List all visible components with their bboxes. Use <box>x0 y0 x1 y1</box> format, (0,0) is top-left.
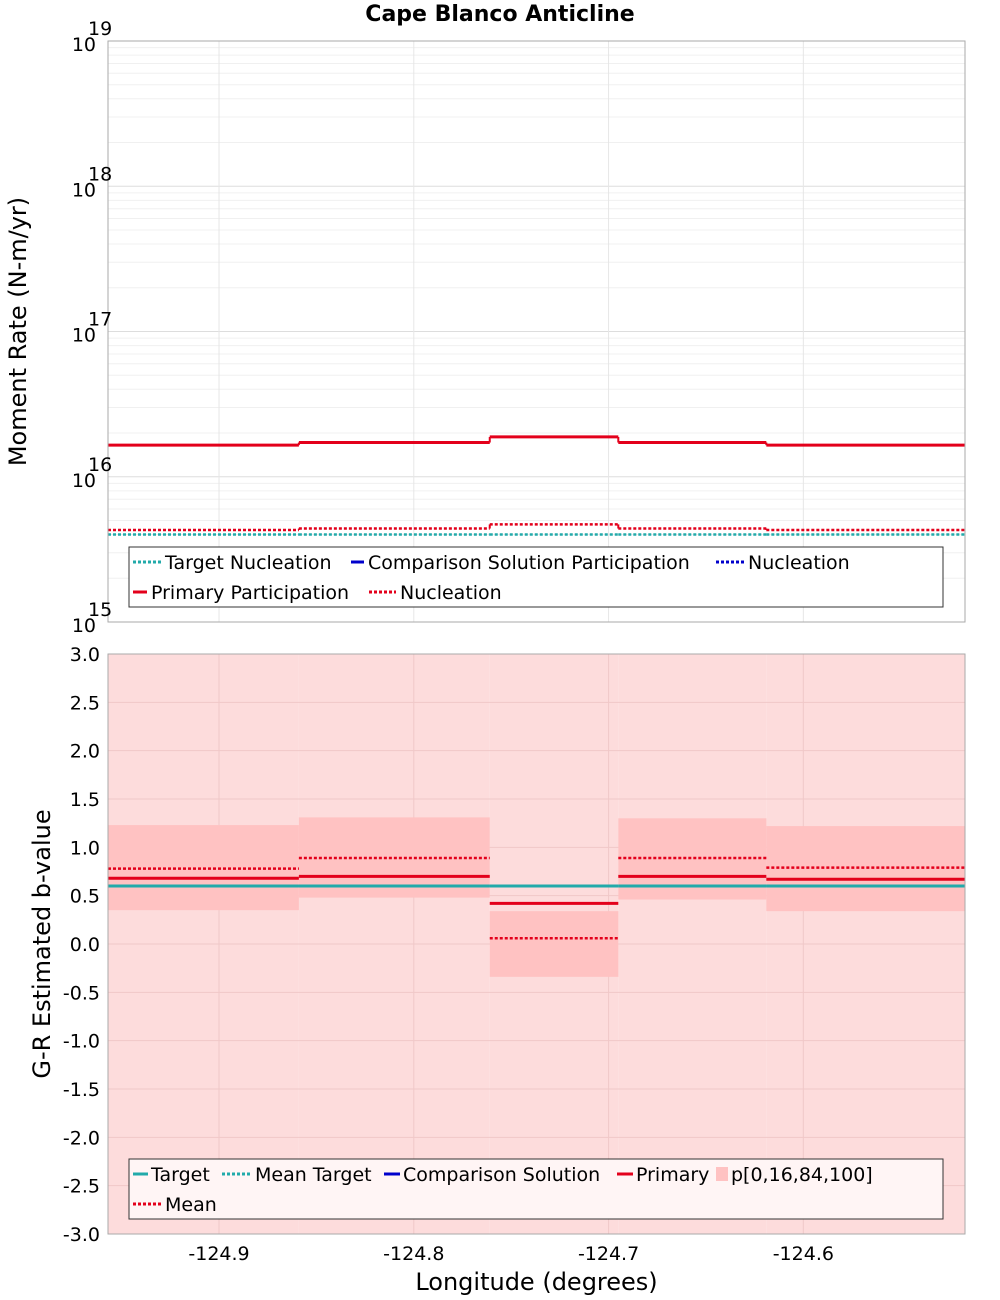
bottom-ytick-label: -2.5 <box>63 1176 100 1198</box>
bottom-legend-label: Mean Target <box>255 1164 372 1186</box>
top-ytick-exponent: 16 <box>88 454 112 476</box>
bottom-ytick-label: 1.0 <box>70 837 100 859</box>
bottom-ytick-label: -0.5 <box>63 982 100 1004</box>
bottom-plot-frame <box>107 653 966 1235</box>
b-value-inner-band <box>489 911 619 977</box>
xtick-label: -124.8 <box>383 1243 444 1265</box>
bottom-legend-label: Mean <box>165 1194 217 1216</box>
bottom-legend-label: p[0,16,84,100] <box>731 1164 873 1186</box>
bottom-ytick-label: 0.0 <box>70 934 100 956</box>
top-legend-label: Primary Participation <box>151 582 349 604</box>
bottom-ytick-label: 2.5 <box>70 692 100 714</box>
bottom-legend-label: Comparison Solution <box>403 1164 600 1186</box>
top-ytick-base: 10 <box>72 470 96 492</box>
bottom-ytick-label: 0.5 <box>70 886 100 908</box>
bottom-legend-swatch <box>716 1167 728 1181</box>
top-legend-label: Nucleation <box>400 582 502 604</box>
xtick-label: -124.7 <box>578 1243 639 1265</box>
bottom-legend-box <box>128 1158 944 1220</box>
top-ytick-exponent: 19 <box>88 18 112 40</box>
bottom-ytick-label: 1.5 <box>70 789 100 811</box>
top-ytick-exponent: 17 <box>88 309 112 331</box>
top-ytick-base: 10 <box>72 179 96 201</box>
bottom-ytick-label: -3.0 <box>63 1224 100 1246</box>
bottom-ytick-label: -2.0 <box>63 1127 100 1149</box>
top-ytick-base: 10 <box>72 34 96 56</box>
bottom-ytick-label: 3.0 <box>70 644 100 666</box>
bottom-ytick-label: -1.0 <box>63 1031 100 1053</box>
top-plot-frame <box>107 40 966 623</box>
bottom-ytick-label: -1.5 <box>63 1079 100 1101</box>
top-legend-label: Comparison Solution Participation <box>368 552 690 574</box>
x-axis-label: Longitude (degrees) <box>415 1268 657 1296</box>
top-ytick-base: 10 <box>72 615 96 637</box>
bottom-legend-label: Primary <box>636 1164 709 1186</box>
bottom-y-axis-label: G-R Estimated b-value <box>28 809 56 1078</box>
top-legend-box <box>128 546 944 608</box>
top-legend-label: Nucleation <box>748 552 850 574</box>
top-ytick-base: 10 <box>72 325 96 347</box>
top-ytick-exponent: 15 <box>88 599 112 621</box>
xtick-label: -124.9 <box>188 1243 249 1265</box>
chart-title: Cape Blanco Anticline <box>365 2 635 27</box>
top-ytick-exponent: 18 <box>88 163 112 185</box>
b-value-inner-band <box>766 826 965 912</box>
xtick-label: -124.6 <box>773 1243 834 1265</box>
bottom-legend-label: Target <box>150 1164 210 1186</box>
top-legend-label: Target Nucleation <box>164 552 332 574</box>
bottom-ytick-label: 2.0 <box>70 741 100 763</box>
top-y-axis-label: Moment Rate (N-m/yr) <box>4 197 32 466</box>
